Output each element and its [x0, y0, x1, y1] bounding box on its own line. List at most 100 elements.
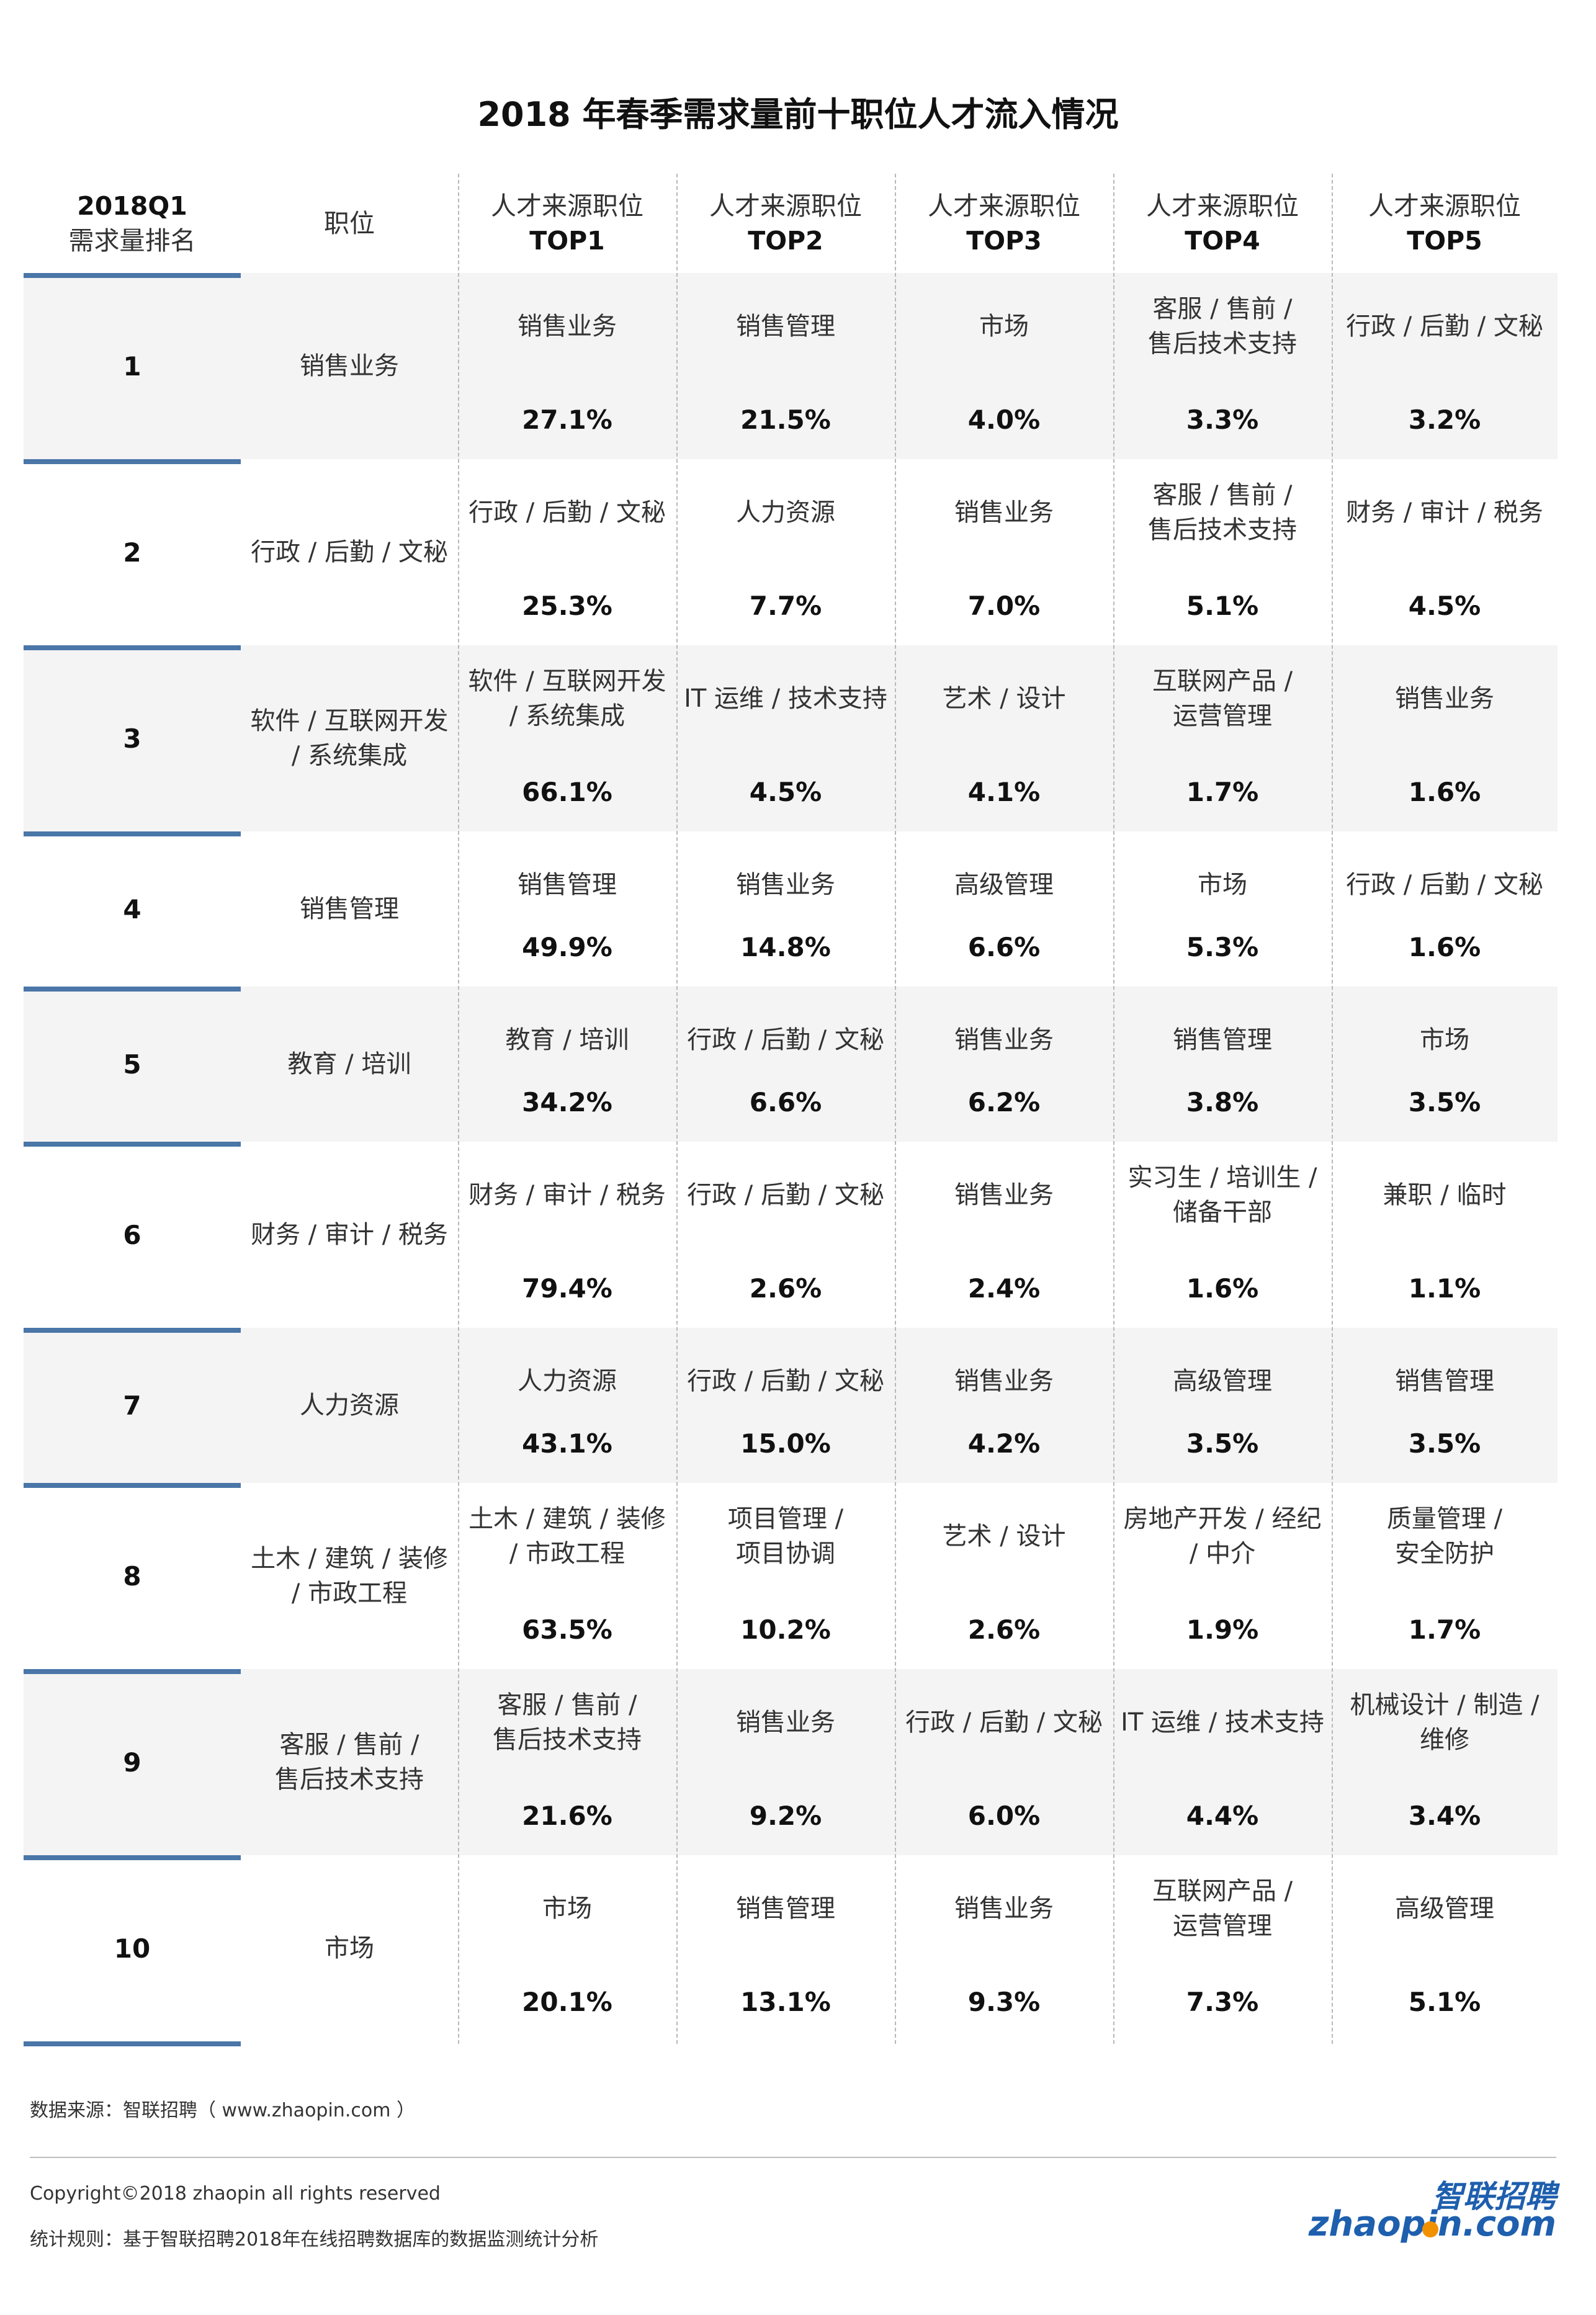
source-cell-top5: 行政 / 后勤 / 文秘 1.6%	[1332, 831, 1558, 987]
source-role-name: 财务 / 审计 / 税务	[1332, 495, 1558, 530]
source-role-line: 艺术 / 设计	[942, 684, 1066, 713]
source-role-name: 销售业务	[895, 1364, 1113, 1399]
source-role-name: 客服 / 售前 / 售后技术支持	[1113, 478, 1332, 547]
source-percentage: 34.2%	[522, 1087, 612, 1117]
source-cell-top1: 软件 / 互联网开发 / 系统集成 66.1%	[458, 645, 676, 831]
role-line: 市场	[325, 1934, 374, 1963]
source-role-line: 市场	[1420, 1026, 1469, 1054]
role-line: 客服 / 售前 /	[279, 1731, 419, 1759]
role-line: / 系统集成	[291, 741, 408, 770]
column-separator	[895, 174, 896, 2044]
source-role-line: 运营管理	[1173, 702, 1272, 730]
source-role-name: 软件 / 互联网开发 / 系统集成	[458, 664, 676, 733]
source-role-line: 售后技术支持	[1148, 516, 1297, 544]
table-row: 1 销售业务 销售业务 27.1% 销售管理 21.5% 市场 4.0% 客服 / 售前 / 售后…	[24, 273, 1558, 459]
source-cell-top3: 销售业务 9.3%	[895, 1855, 1113, 2041]
source-role-name: 行政 / 后勤 / 文秘	[676, 1023, 895, 1057]
source-percentage: 1.7%	[1408, 1614, 1481, 1645]
source-cell-top2: 行政 / 后勤 / 文秘 2.6%	[676, 1142, 895, 1328]
source-role-name: 销售管理	[676, 309, 895, 344]
source-cell-top3: 行政 / 后勤 / 文秘 6.0%	[895, 1669, 1113, 1855]
source-percentage: 15.0%	[740, 1428, 831, 1459]
source-role-line: 房地产开发 / 经纪	[1123, 1505, 1322, 1533]
source-role-line: 财务 / 审计 / 税务	[468, 1181, 666, 1209]
source-cell-top1: 市场 20.1%	[458, 1855, 676, 2041]
source-role-name: 销售业务	[895, 495, 1113, 530]
source-role-line: 销售业务	[736, 871, 835, 899]
source-cell-top1: 教育 / 培训 34.2%	[458, 987, 676, 1142]
table-row: 6 财务 / 审计 / 税务 财务 / 审计 / 税务 79.4% 行政 / 后勤 / …	[24, 1142, 1558, 1328]
source-cell-top5: 销售管理 3.5%	[1332, 1328, 1558, 1483]
source-percentage: 4.2%	[967, 1428, 1041, 1459]
rank-cell: 6	[123, 1219, 141, 1250]
source-role-line: 市场	[979, 312, 1029, 341]
source-role-name: 销售业务	[895, 1023, 1113, 1057]
source-percentage: 79.4%	[522, 1273, 612, 1304]
source-cell-top1: 行政 / 后勤 / 文秘 25.3%	[458, 459, 676, 645]
role-line: 财务 / 审计 / 税务	[251, 1220, 448, 1249]
source-cell-top5: 销售业务 1.6%	[1332, 645, 1558, 831]
source-percentage: 27.1%	[522, 405, 612, 435]
source-role-name: 房地产开发 / 经纪 / 中介	[1113, 1502, 1332, 1571]
source-cell-top4: 销售管理 3.8%	[1113, 987, 1332, 1142]
source-cell-top5: 兼职 / 临时 1.1%	[1332, 1142, 1558, 1328]
source-role-line: 行政 / 后勤 / 文秘	[1346, 871, 1543, 899]
rank-cell: 7	[123, 1390, 141, 1421]
source-role-line: 维修	[1420, 1726, 1469, 1754]
column-header-line2: TOP5	[1407, 226, 1482, 256]
source-role-name: 市场	[458, 1891, 676, 1926]
role-line: 售后技术支持	[275, 1765, 424, 1794]
source-role-name: 互联网产品 / 运营管理	[1113, 1874, 1332, 1943]
table-row: 4 销售管理 销售管理 49.9% 销售业务 14.8% 高级管理 6.6% 市场 5.3% 行政 …	[24, 831, 1558, 987]
role-cell: 销售业务	[241, 273, 458, 459]
rank-cell: 1	[123, 351, 141, 382]
rank-cell: 10	[114, 1933, 151, 1964]
source-percentage: 7.0%	[967, 591, 1041, 621]
column-header-line2: TOP2	[748, 226, 823, 256]
source-percentage: 4.5%	[1408, 591, 1481, 621]
rank-cell: 9	[123, 1747, 141, 1778]
source-role-name: 机械设计 / 制造 / 维修	[1332, 1688, 1558, 1757]
source-cell-top3: 艺术 / 设计 2.6%	[895, 1483, 1113, 1669]
role-cell: 教育 / 培训	[241, 987, 458, 1142]
rank-cell: 4	[123, 893, 141, 925]
source-role-line: / 系统集成	[509, 702, 625, 730]
source-cell-top1: 财务 / 审计 / 税务 79.4%	[458, 1142, 676, 1328]
source-role-line: 互联网产品 /	[1152, 667, 1293, 696]
role-line: 土木 / 建筑 / 装修	[251, 1544, 448, 1573]
source-percentage: 14.8%	[740, 932, 831, 962]
rank-cell: 2	[123, 537, 141, 568]
source-percentage: 43.1%	[522, 1428, 612, 1459]
row-accent-bar	[24, 273, 241, 278]
logo-dot-icon	[1422, 2221, 1438, 2237]
source-role-line: 行政 / 后勤 / 文秘	[468, 498, 666, 527]
column-separator	[1332, 174, 1333, 2044]
source-percentage: 9.2%	[749, 1801, 822, 1831]
source-percentage: 5.1%	[1408, 1987, 1481, 2017]
source-role-line: 项目协调	[736, 1539, 835, 1568]
row-accent-bar	[24, 1142, 241, 1147]
source-role-line: 财务 / 审计 / 税务	[1346, 498, 1543, 527]
source-role-line: IT 运维 / 技术支持	[1121, 1708, 1324, 1737]
source-percentage: 21.6%	[522, 1801, 612, 1831]
source-role-name: 市场	[895, 309, 1113, 344]
source-percentage: 25.3%	[522, 591, 612, 621]
column-header-line1: 人才来源职位	[928, 191, 1080, 221]
source-cell-top5: 高级管理 5.1%	[1332, 1855, 1558, 2041]
role-cell: 客服 / 售前 / 售后技术支持	[241, 1669, 458, 1855]
source-cell-top4: 客服 / 售前 / 售后技术支持 5.1%	[1113, 459, 1332, 645]
role-cell: 软件 / 互联网开发 / 系统集成	[241, 645, 458, 831]
source-role-name: 艺术 / 设计	[895, 1519, 1113, 1554]
column-header-line1: 人才来源职位	[1368, 191, 1521, 221]
source-percentage: 5.3%	[1186, 932, 1259, 962]
source-percentage: 1.7%	[1186, 777, 1259, 807]
source-role-name: 销售管理	[1332, 1364, 1558, 1399]
source-cell-top3: 高级管理 6.6%	[895, 831, 1113, 987]
role-line: 教育 / 培训	[287, 1050, 411, 1078]
row-accent-bar	[24, 831, 241, 836]
column-header-line1: 人才来源职位	[709, 191, 862, 221]
statistics-rule-text: 统计规则：基于智联招聘2018年在线招聘数据库的数据监测统计分析	[30, 2229, 599, 2250]
rank-cell: 3	[123, 723, 141, 754]
source-percentage: 49.9%	[522, 932, 612, 962]
source-role-name: 销售业务	[676, 867, 895, 902]
